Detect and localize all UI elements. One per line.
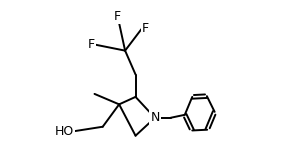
Text: HO: HO <box>55 125 74 138</box>
Text: F: F <box>114 10 121 23</box>
Text: F: F <box>142 22 149 36</box>
Text: F: F <box>88 38 95 51</box>
Text: N: N <box>150 111 160 124</box>
